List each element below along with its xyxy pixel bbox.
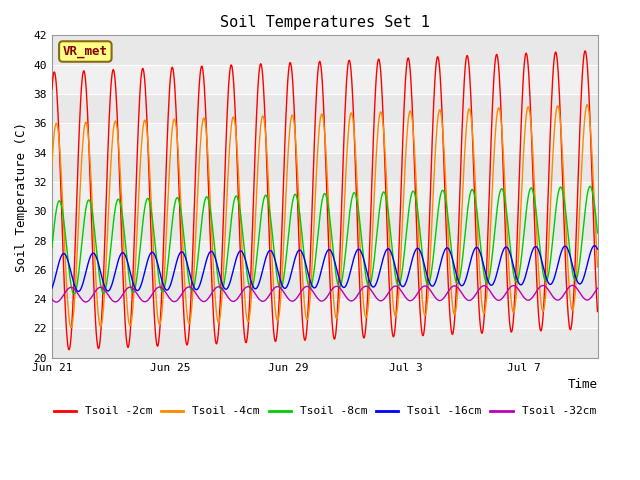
Bar (52, 270, 598, 299)
Title: Soil Temperatures Set 1: Soil Temperatures Set 1 (220, 15, 429, 30)
Bar (52, 211, 598, 240)
Bar (52, 153, 598, 182)
Y-axis label: Soil Temperature (C): Soil Temperature (C) (15, 121, 28, 272)
Bar (52, 94, 598, 123)
Bar (52, 299, 598, 328)
Legend: Tsoil -2cm, Tsoil -4cm, Tsoil -8cm, Tsoil -16cm, Tsoil -32cm: Tsoil -2cm, Tsoil -4cm, Tsoil -8cm, Tsoi… (49, 402, 600, 421)
Bar (52, 328, 598, 358)
Bar (52, 36, 598, 65)
Bar (52, 240, 598, 270)
Bar (52, 123, 598, 153)
Text: VR_met: VR_met (63, 45, 108, 58)
Bar (52, 65, 598, 94)
Bar (52, 182, 598, 211)
X-axis label: Time: Time (568, 378, 598, 391)
